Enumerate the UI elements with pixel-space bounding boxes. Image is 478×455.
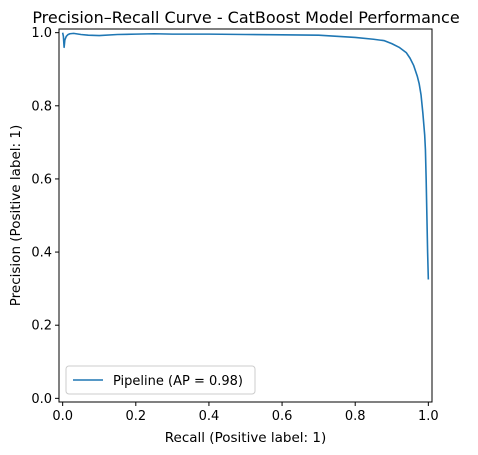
pr-curve-line [61,32,430,280]
y-tick-label: 0.0 [31,392,52,407]
x-tick-label: 1.0 [418,409,439,424]
y-tick-label: 0.6 [31,172,52,187]
legend: Pipeline (AP = 0.98) [65,365,256,395]
y-axis-label: Precision (Positive label: 1) [8,125,24,306]
y-tick-label: 0.8 [31,99,52,114]
x-axis-label: Recall (Positive label: 1) [165,430,327,446]
x-axis-ticks: 0.0 0.2 0.4 0.6 0.8 1.0 [52,402,439,424]
y-axis-ticks: 0.0 0.2 0.4 0.6 0.8 1.0 [31,26,59,407]
y-tick-label: 0.4 [31,246,52,261]
x-tick-label: 0.8 [345,409,366,424]
x-tick-label: 0.6 [272,409,293,424]
x-tick-label: 0.4 [199,409,220,424]
legend-box [65,365,256,395]
axes-frame [58,28,433,403]
y-tick-label: 1.0 [31,26,52,41]
plot-area: 0.0 0.2 0.4 0.6 0.8 1.0 0.0 0.2 0.4 0.6 0.8 1.0 [31,26,438,424]
x-tick-label: 0.2 [125,409,146,424]
x-tick-label: 0.0 [52,409,73,424]
y-tick-label: 0.2 [31,319,52,334]
legend-label: Pipeline (AP = 0.98) [113,374,243,389]
chart-title: Precision–Recall Curve - CatBoost Model … [32,8,459,27]
